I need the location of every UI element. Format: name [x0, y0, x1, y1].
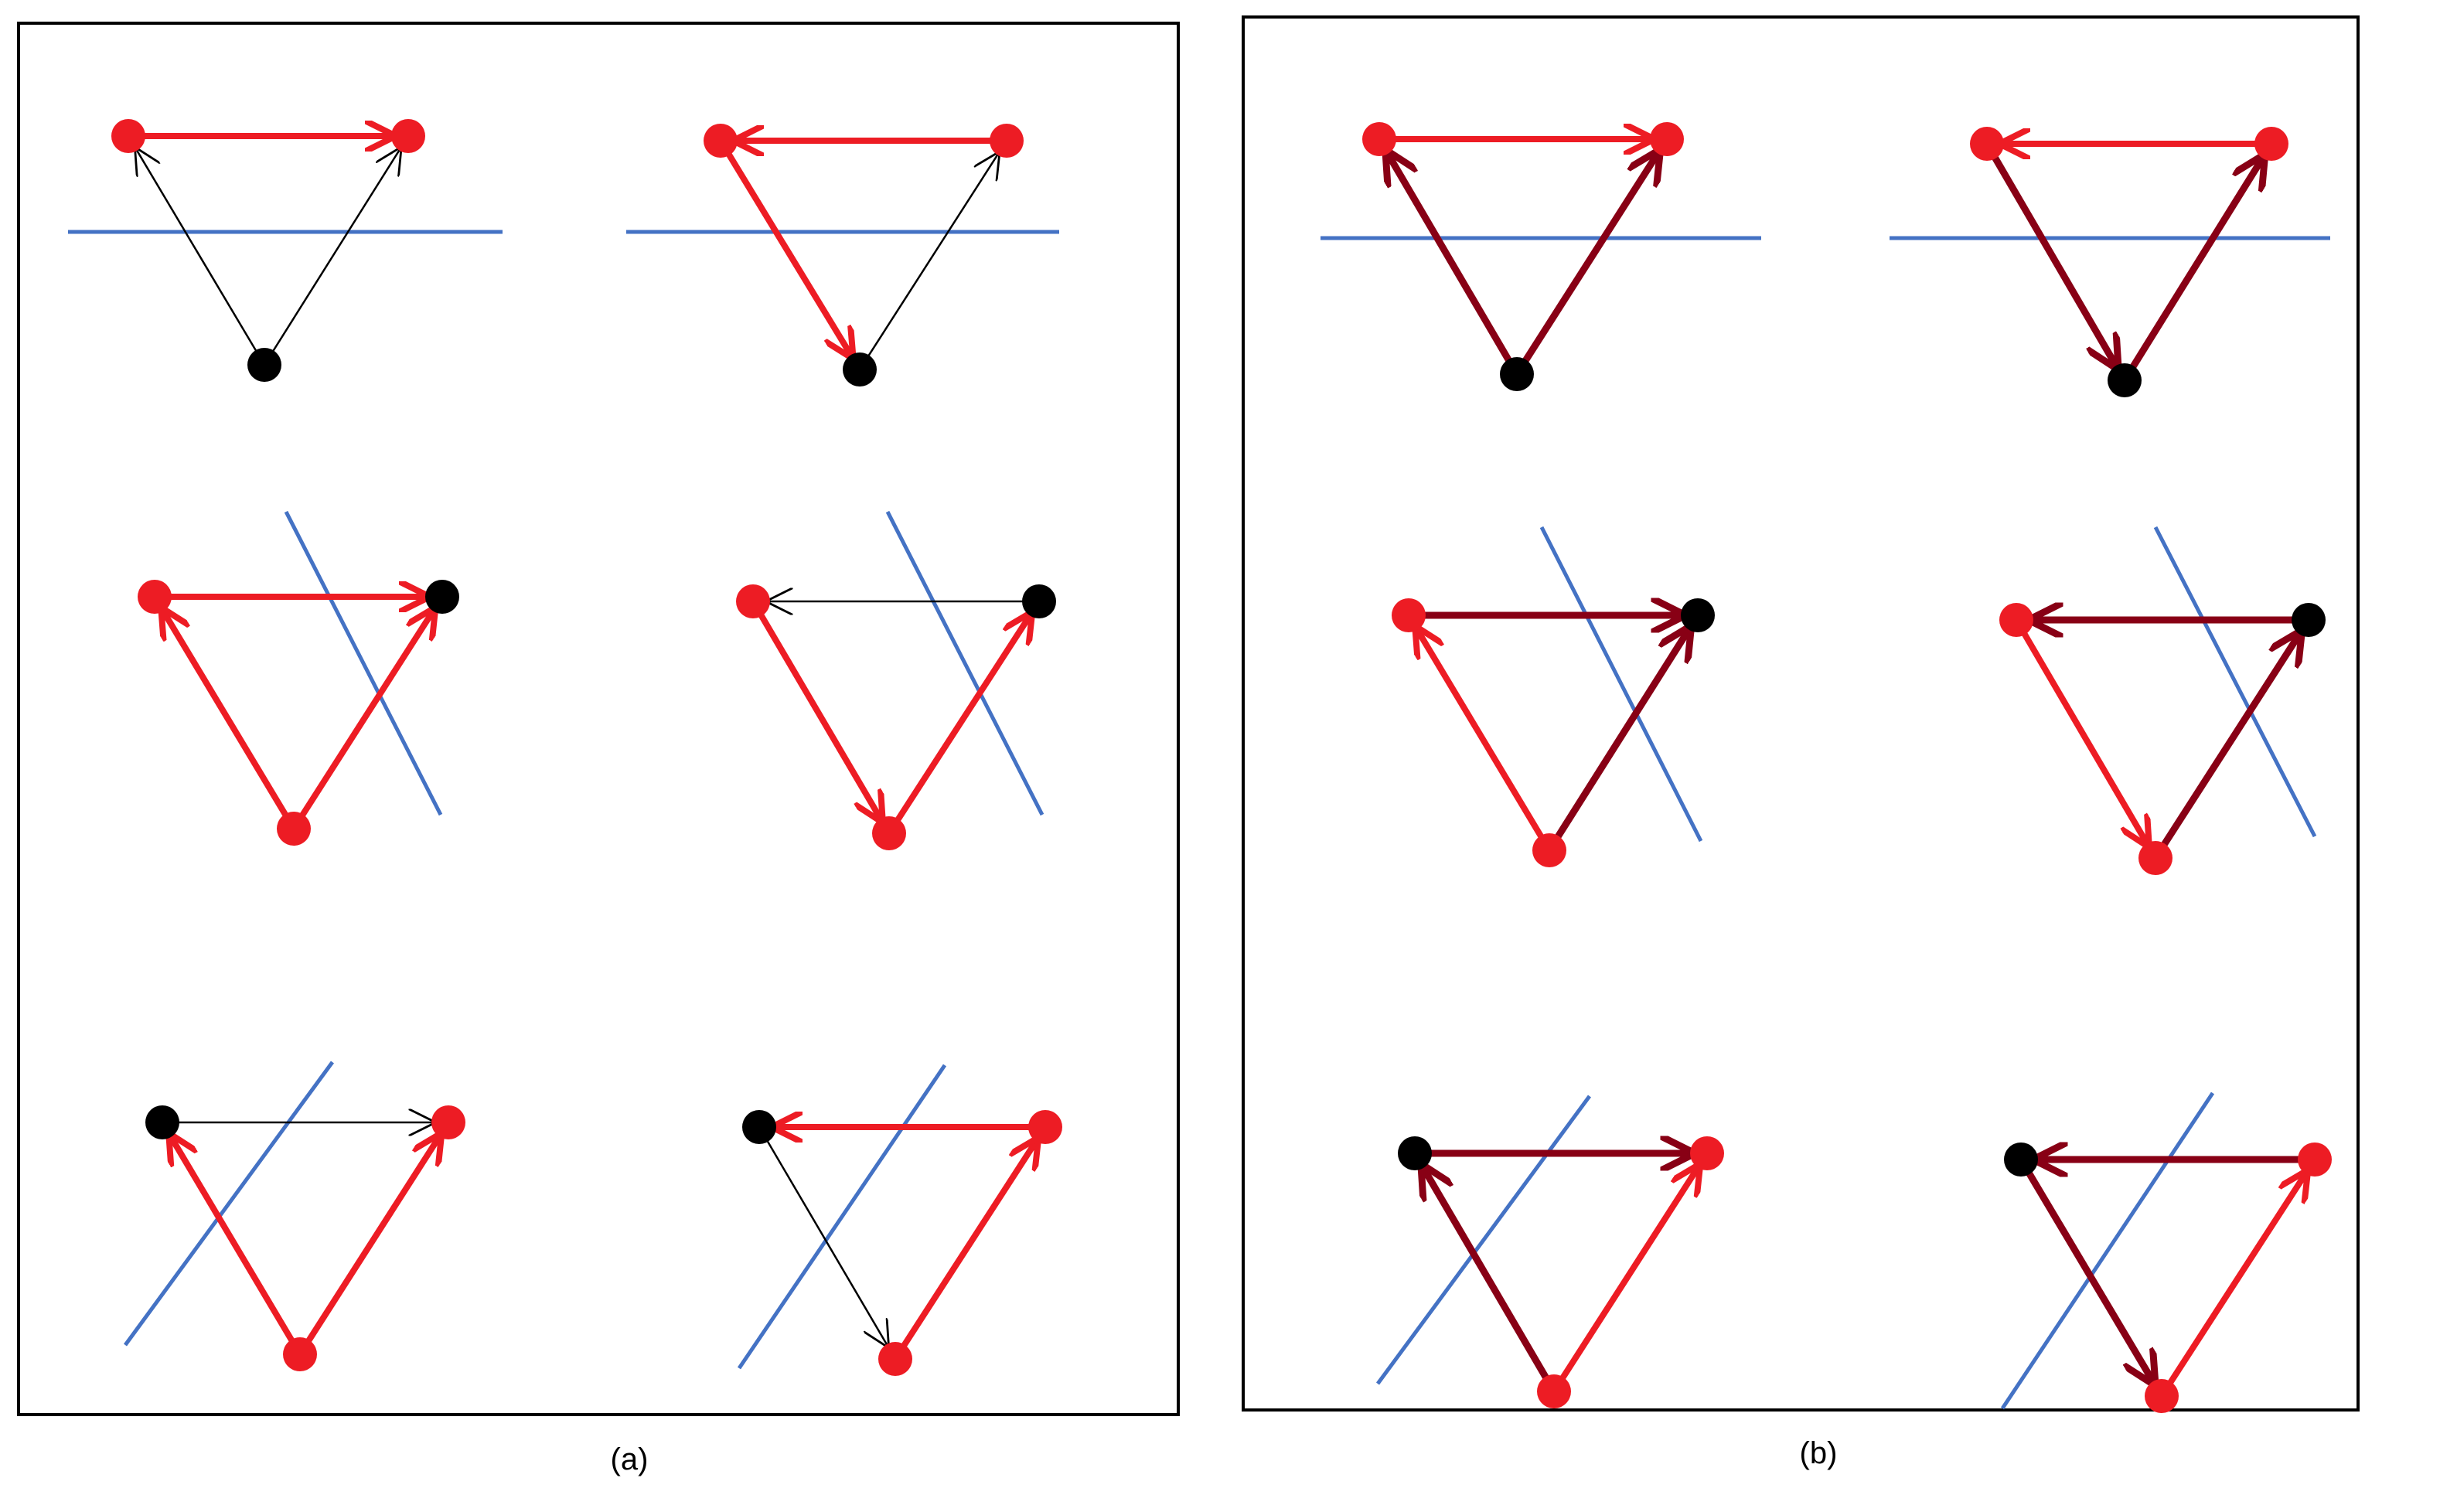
panel-b-cell-3-node-b [1532, 833, 1566, 867]
panel-b-cell-1-node-tl [1362, 122, 1396, 156]
panel-b-cell-3-edge-b-to-tr [1553, 628, 1690, 843]
panel-a-cell-6-edge-tl-to-b [765, 1138, 888, 1346]
panel-a-cell-1-node-b [247, 348, 281, 382]
panel-b-cell-4-cut-line [2153, 526, 2317, 838]
panel-a-cell-3-node-tl [138, 580, 172, 614]
panel-a-cell-5-edge-b-to-tr [304, 1136, 441, 1346]
panel-a-cell-3-edge-b-to-tr [298, 610, 434, 820]
panel-a-cell-6-node-tl [742, 1110, 776, 1144]
panel-b-caption: (b) [1799, 1436, 1838, 1470]
panel-a-frame [17, 22, 1180, 1416]
panel-a-cell-6-cut-line [737, 1064, 947, 1370]
panel-b-cell-4-node-tr [2292, 603, 2326, 637]
panel-b-cell-6-edge-tl-to-b [2024, 1167, 2154, 1382]
panel-a-cell-6-node-b [878, 1342, 912, 1376]
panel-b-cell-5-edge-b-to-tr [1558, 1166, 1699, 1383]
panel-b-cell-6-node-b [2145, 1379, 2179, 1413]
panel-b-cell-1-edge-b-to-tl [1387, 152, 1514, 366]
panel-b-cell-6-node-tr [2298, 1143, 2332, 1177]
panel-b-cell-5-node-tr [1690, 1136, 1724, 1170]
panel-a-cell-5-node-tr [431, 1105, 465, 1139]
panel-a-cell-2-edge-tl-to-b [724, 149, 851, 356]
panel-b-cell-1-edge-b-to-tr [1521, 152, 1659, 366]
panel-a-cell-2-node-tr [990, 124, 1024, 158]
panel-a-cell-6-edge-b-to-tr [899, 1140, 1037, 1350]
panel-b-cell-6-cut-line [2000, 1091, 2215, 1410]
panel-b-cell-4-edge-b-to-tr [2159, 633, 2300, 850]
panel-a-cell-4-node-tl [736, 584, 770, 618]
panel-a-cell-3-node-b [277, 812, 311, 846]
panel-a-cell-1-edge-b-to-tl [136, 149, 259, 354]
panel-b-cell-3-edge-b-to-tl [1416, 628, 1545, 842]
panel-a-cell-4-node-tr [1022, 584, 1056, 618]
panel-b-cell-6-edge-b-to-tr [2166, 1173, 2306, 1388]
panel-b-cell-2-edge-b-to-tr [2128, 157, 2263, 373]
panel-b-cell-5-cut-line [1375, 1095, 1592, 1385]
panel-a-caption: (a) [610, 1442, 649, 1476]
panel-b-cell-5-edge-b-to-tl [1423, 1166, 1551, 1383]
panel-b-cell-1-node-b [1500, 357, 1534, 391]
panel-a-cell-5-node-tl [145, 1105, 179, 1139]
panel-b-frame [1242, 15, 2360, 1412]
panel-b-cell-2-node-b [2108, 363, 2142, 397]
panel-b-cell-4-node-tl [1999, 603, 2033, 637]
panel-b-cell-2-node-tr [2254, 127, 2288, 161]
panel-b-cell-3-node-tr [1681, 598, 1715, 632]
panel-a-cell-5-cut-line [123, 1061, 335, 1347]
panel-b-cell-1-node-tr [1650, 122, 1684, 156]
panel-a-cell-1-edge-b-to-tr [271, 149, 400, 355]
panel-a-cell-3-cut-line [284, 510, 443, 816]
panel-a-cell-1-node-tl [111, 119, 145, 153]
panel-b-cell-4-node-b [2138, 841, 2172, 875]
panel-b-cell-3-node-tl [1392, 598, 1426, 632]
panel-b-cell-2-node-tl [1970, 127, 2004, 161]
panel-a-cell-4-edge-b-to-tr [893, 615, 1031, 825]
panel-b-cell-5-node-b [1537, 1374, 1571, 1408]
panel-b-cell-2-edge-tl-to-b [1990, 152, 2117, 367]
panel-a-cell-4-edge-tl-to-b [757, 610, 881, 820]
panel-a-cell-2-edge-b-to-tr [866, 154, 998, 359]
panel-b-cell-3-cut-line [1539, 526, 1703, 843]
panel-b-cell-5-node-tl [1398, 1136, 1432, 1170]
panel-a-cell-3-node-tr [425, 580, 459, 614]
panel-a-cell-1-node-tr [391, 119, 425, 153]
panel-a-cell-5-edge-b-to-tl [170, 1136, 296, 1346]
panel-a-cell-4-node-b [872, 816, 906, 850]
panel-a-cell-2-node-b [843, 352, 877, 387]
panel-a-cell-2-node-tl [704, 124, 738, 158]
panel-a-cell-5-node-b [283, 1337, 317, 1371]
panel-a-cell-6-node-tr [1028, 1110, 1062, 1144]
panel-b-cell-6-node-tl [2004, 1143, 2038, 1177]
panel-a-cell-4-cut-line [885, 510, 1044, 816]
panel-b-cell-4-edge-tl-to-b [2020, 628, 2148, 845]
panel-a-cell-3-edge-b-to-tl [162, 610, 290, 820]
